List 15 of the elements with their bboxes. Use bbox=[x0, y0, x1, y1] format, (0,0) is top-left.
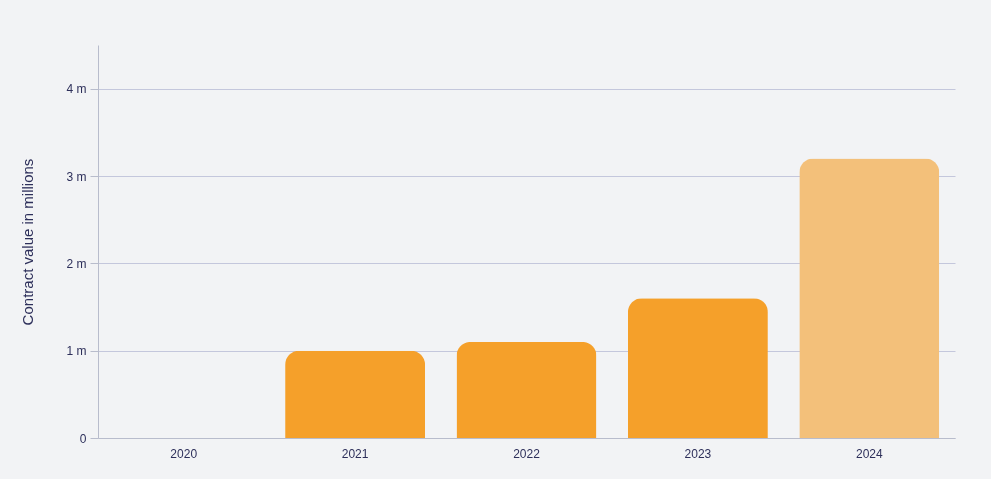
y-tick-label: 2 m bbox=[66, 256, 87, 271]
x-tick-label: 2021 bbox=[341, 446, 369, 461]
x-tick-label: 2022 bbox=[513, 446, 541, 461]
x-tick-label: 2024 bbox=[855, 446, 883, 461]
y-tick-label: 4 m bbox=[66, 82, 87, 97]
y-tick-label: 1 m bbox=[66, 344, 87, 359]
bar bbox=[627, 298, 768, 438]
y-axis-title: Contract value in millions bbox=[19, 158, 37, 326]
bar bbox=[799, 158, 940, 438]
x-tick-label: 2020 bbox=[170, 446, 198, 461]
x-tick-label: 2023 bbox=[684, 446, 712, 461]
y-tick-label: 0 bbox=[79, 431, 87, 446]
y-tick-label: 3 m bbox=[66, 169, 87, 184]
bar bbox=[456, 341, 597, 438]
bar bbox=[285, 350, 426, 438]
